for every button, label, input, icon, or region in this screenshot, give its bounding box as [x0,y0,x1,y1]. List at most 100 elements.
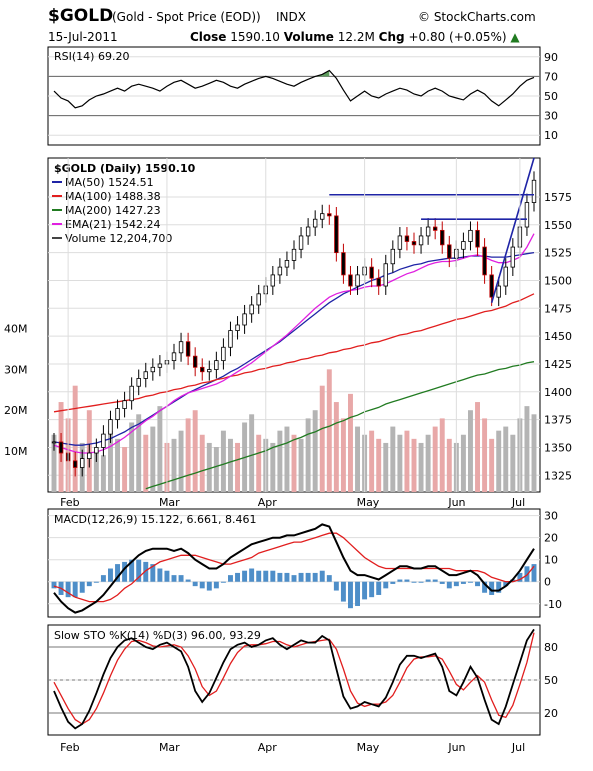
macd-histogram-bar [383,581,389,589]
price-candle [397,235,403,250]
macd-histogram-bar [496,581,502,593]
price-candle [383,263,388,287]
volume-bar [489,438,495,492]
volume-bar [312,410,318,492]
volume-bar [475,402,480,492]
month-label: Apr [258,496,278,509]
macd-histogram-bar [404,579,410,582]
volume-bar [439,418,445,492]
month-label: May [357,741,380,754]
price-candle [447,244,452,259]
volume-bar [397,434,403,492]
price-y-tick: 1375 [544,414,572,427]
macd-histogram-bar [157,568,163,582]
price-candle [496,285,501,298]
macd-histogram-bar [206,581,212,591]
volume-bar [383,442,389,492]
macd-histogram-bar [51,581,57,589]
macd-histogram-bar [475,581,480,587]
month-label: Feb [60,496,79,509]
volume-bar [531,414,537,492]
macd-histogram-bar [93,581,99,583]
volume-bar [390,426,396,492]
volume-bar [340,418,346,492]
price-candle [312,218,318,228]
volume-bar [178,430,184,492]
volume-tick: 20M [4,404,28,417]
macd-histogram-bar [376,581,382,595]
macd-histogram-bar [235,572,240,582]
volume-bar [143,434,149,492]
month-label: Apr [258,741,278,754]
price-candle [249,304,254,315]
ma50-line [53,251,535,446]
rsi-panel: 90 70 50 30 10 RSI(14) 69.20 [47,46,558,146]
price-candle [503,266,508,287]
price-candle [531,179,537,203]
volume-bar [108,430,113,492]
price-candle [108,419,113,435]
volume-bar [206,442,212,492]
brand-label: © StockCharts.com [418,10,536,24]
volume-bar [503,426,509,492]
volume-bar [510,434,516,492]
macd-histogram-bar [115,564,120,582]
volume-bar [93,451,99,492]
volume-bar [150,426,156,492]
price-candle [510,246,516,268]
ma50-legend: MA(50) 1524.51 [65,176,154,189]
ma200-legend: MA(200) 1427.23 [65,204,161,217]
volume-bar [482,418,488,492]
macd-histogram-bar [263,570,269,582]
volume-bar [284,426,290,492]
rsi-y-tick: 30 [544,110,558,123]
volume-legend: Volume 12,204,700 [65,232,172,245]
price-candle [524,202,530,228]
price-panel: 1575 1550 1525 1500 1475 1450 1425 1400 1375 1350… [4,157,572,509]
rsi-line [53,69,535,109]
macd-histogram-bar [482,581,488,593]
macd-histogram-bar [249,568,255,582]
price-candle [94,447,99,454]
volume-bar [228,438,233,492]
price-candle [87,452,92,459]
price-y-tick: 1450 [544,330,572,343]
rsi-label: RSI(14) 69.20 [54,50,129,63]
volume-bar [51,434,57,492]
price-candle [192,355,198,368]
macd-y-tick: 10 [544,554,558,567]
volume-bar [235,442,240,492]
price-candle [143,371,148,379]
volume-bar [446,438,452,492]
macd-histogram-bar [411,581,417,583]
month-label: Mar [159,496,180,509]
price-candle [291,248,297,261]
price-candle [228,330,233,348]
volume-bar [256,434,262,492]
volume-bar [277,430,283,492]
change-label: Chg [378,30,405,44]
price-candle [214,360,219,370]
macd-histogram-bar [150,564,156,582]
price-y-tick: 1400 [544,386,572,399]
volume-bar [72,385,78,492]
change-value: +0.80 (+0.05%) [408,30,507,44]
rsi-y-tick: 10 [544,129,558,142]
month-label: Feb [60,741,79,754]
price-candle [178,341,184,354]
macd-histogram-bar [164,570,170,582]
exchange-label: INDX [276,10,306,24]
macd-histogram-bar [425,579,431,582]
price-candle [115,408,120,421]
macd-histogram-bar [143,561,149,582]
stochastic-label: Slow STO %K(14) %D(3) 96.00, 93.29 [54,629,261,642]
trend-line [490,157,535,303]
macd-histogram-bar [432,579,438,582]
volume-bar [468,410,473,492]
quote-date: 15-Jul-2011 [48,30,118,44]
price-candle [482,246,487,276]
price-candle [376,277,381,287]
volume-bar [319,385,325,492]
volume-tick: 30M [4,363,28,376]
macd-histogram-bar [136,559,142,582]
